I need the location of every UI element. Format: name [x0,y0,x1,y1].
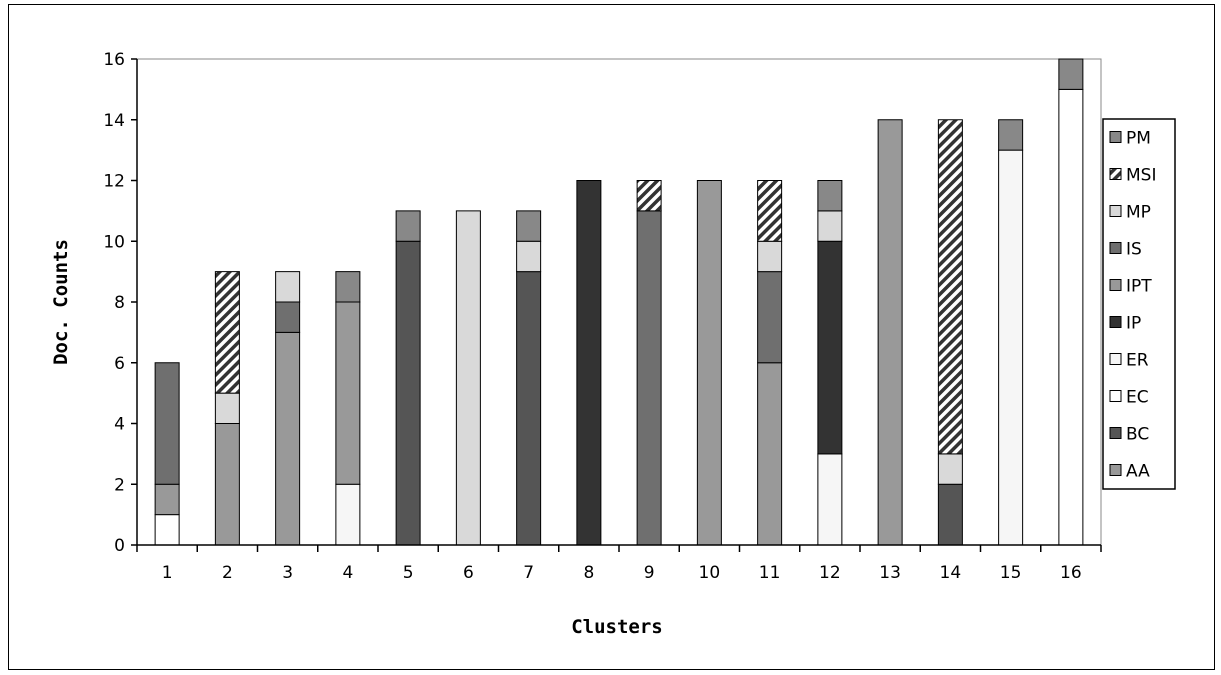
bar-segment-pm-cluster-15 [998,119,1024,151]
legend-label-ec: EC [1126,388,1149,408]
bar-segment-mp-cluster-14 [937,453,963,485]
y-tick-label: 8 [114,293,125,313]
bar-segment-pm-cluster-7 [516,210,542,242]
bar-segment-msi-cluster-2 [214,271,240,394]
bar-segment-ec-cluster-1 [154,514,180,546]
x-tick-label: 5 [403,563,414,583]
bar-segment-ipt-cluster-3 [275,331,301,546]
bar-segment-mp-cluster-2 [214,392,240,424]
bar-segment-pm-cluster-5 [395,210,421,242]
legend-swatch-ipt [1109,279,1122,291]
bar-segment-ipt-cluster-13 [877,119,903,546]
bar-segment-ipt-cluster-10 [696,180,722,546]
legend-label-ipt: IPT [1126,277,1152,297]
bar-segment-pm-cluster-16 [1058,58,1084,90]
x-tick-label: 3 [282,563,293,583]
x-axis-title: Clusters [571,616,663,638]
legend-swatch-aa [1109,464,1122,476]
legend-swatch-bc [1109,427,1122,439]
legend-swatch-er [1109,353,1122,365]
legend-swatch-pm [1109,131,1122,143]
bar-segment-ipt-cluster-11 [757,362,783,546]
legend-swatch-msi [1109,168,1122,180]
bar-segment-er-cluster-12 [817,453,843,546]
bar-segment-pm-cluster-4 [335,271,361,303]
x-tick-label: 12 [819,563,841,583]
x-tick-label: 7 [523,563,534,583]
bar-segment-mp-cluster-7 [516,240,542,273]
bar-segment-er-cluster-4 [335,483,361,546]
bar-segment-ipt-cluster-4 [335,301,361,485]
bar-segment-er-cluster-15 [998,149,1024,546]
y-tick-label: 2 [114,475,125,495]
bar-segment-mp-cluster-6 [455,210,481,546]
bar-segment-mp-cluster-3 [275,271,301,303]
bar-segment-bc-cluster-14 [937,483,963,546]
legend-swatch-is [1109,242,1122,254]
legend-label-aa: AA [1126,462,1150,482]
bar-segment-is-cluster-3 [275,301,301,333]
bar-segment-msi-cluster-9 [636,180,662,212]
bar-segment-ipt-cluster-1 [154,483,180,516]
legend-swatch-mp [1109,205,1122,217]
bar-segment-mp-cluster-11 [757,240,783,273]
bar-segment-ip-cluster-12 [817,240,843,455]
legend-label-ip: IP [1126,314,1141,334]
bar-segment-msi-cluster-14 [937,119,963,455]
legend-swatch-ip [1109,316,1122,328]
x-tick-label: 11 [759,563,781,583]
legend: PM MSI MP IS IPT IP ER EC BC AA [1102,118,1176,490]
bars-group [154,58,1084,546]
x-tick-label: 8 [583,563,594,583]
x-tick-label: 2 [222,563,233,583]
bar-segment-is-cluster-9 [636,210,662,546]
x-tick-label: 14 [940,563,962,583]
x-tick-label: 15 [1000,563,1022,583]
x-tick-label: 16 [1060,563,1082,583]
y-tick-label: 4 [114,415,125,435]
legend-label-msi: MSI [1126,166,1156,186]
legend-label-mp: MP [1126,203,1151,223]
bar-segment-msi-cluster-11 [757,180,783,242]
y-tick-label: 16 [103,50,125,70]
bar-segment-mp-cluster-12 [817,210,843,242]
x-tick-label: 13 [879,563,901,583]
x-tick-label: 10 [699,563,721,583]
legend-swatch-ec [1109,390,1122,402]
y-axis-title: Doc. Counts [50,239,72,365]
bar-segment-pm-cluster-12 [817,180,843,212]
chart-frame: 0 2 4 6 8 10 12 14 16 1 2 3 4 5 6 7 8 9 10 11 12 13 14 15 16 Doc… [8,4,1215,670]
legend-label-er: ER [1126,351,1149,371]
y-tick-label: 12 [103,172,125,192]
legend-label-bc: BC [1126,425,1149,445]
y-tick-label: 6 [114,354,125,374]
bar-segment-is-cluster-1 [154,362,180,485]
bar-segment-is-cluster-11 [757,271,783,364]
x-tick-label: 4 [342,563,353,583]
bar-segment-ip-cluster-8 [576,180,602,546]
y-tick-label: 10 [103,232,125,252]
y-tick-label: 14 [103,111,125,131]
x-tick-label: 1 [162,563,173,583]
y-tick-label: 0 [114,536,125,556]
legend-label-pm: PM [1126,129,1151,149]
x-tick-label: 9 [644,563,655,583]
bar-segment-ec-cluster-16 [1058,88,1084,546]
x-tick-label: 6 [463,563,474,583]
bar-segment-bc-cluster-7 [516,271,542,546]
legend-label-is: IS [1126,240,1142,260]
bar-segment-ipt-cluster-2 [214,423,240,546]
bar-segment-bc-cluster-5 [395,240,421,546]
